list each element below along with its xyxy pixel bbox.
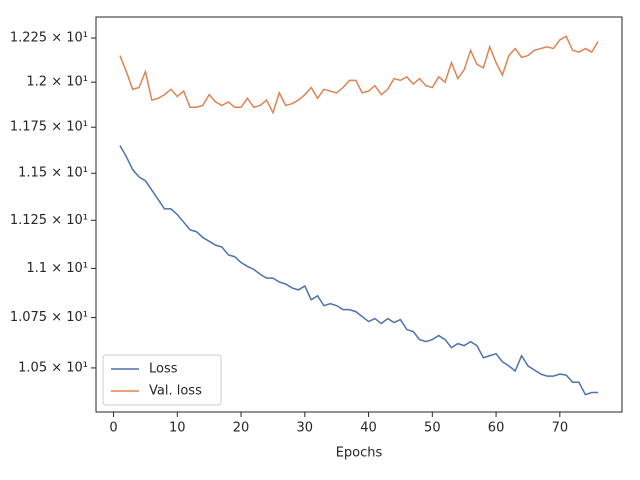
x-tick-label: 0 [109,421,117,436]
y-tick-label: 1.1 × 10¹ [26,261,88,276]
y-tick-label: 1.075 × 10¹ [10,310,88,325]
y-tick-label: 1.15 × 10¹ [18,166,88,181]
legend-label: Loss [149,362,178,377]
y-tick-label: 1.225 × 10¹ [10,31,88,46]
x-axis-label: Epochs [336,446,383,461]
legend-label: Val. loss [149,384,202,399]
x-tick-label: 70 [552,421,569,436]
y-tick-label: 1.125 × 10¹ [10,213,88,228]
y-tick-label: 1.2 × 10¹ [26,75,88,90]
x-tick-label: 20 [233,421,250,436]
y-tick-label: 1.05 × 10¹ [18,360,88,375]
x-tick-label: 10 [169,421,186,436]
line-series [119,145,599,396]
x-tick-label: 30 [297,421,314,436]
y-tick-label: 1.175 × 10¹ [10,120,88,135]
legend-box [102,354,222,406]
x-tick-label: 60 [488,421,505,436]
x-tick-label: 40 [360,421,377,436]
line-series [119,35,599,115]
plot-frame [95,16,623,413]
x-tick-label: 50 [424,421,441,436]
